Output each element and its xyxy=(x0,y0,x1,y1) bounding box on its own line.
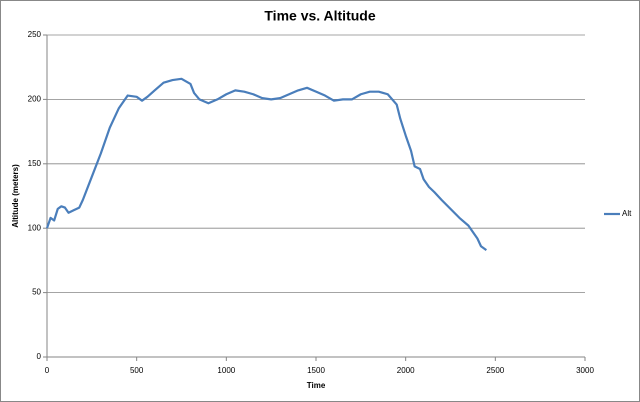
x-tick-label: 2000 xyxy=(397,366,415,375)
y-tick-label: 200 xyxy=(28,95,42,104)
x-tick-label: 2500 xyxy=(486,366,504,375)
y-tick-label: 100 xyxy=(28,223,42,232)
y-tick-label: 250 xyxy=(28,30,42,39)
x-tick-label: 0 xyxy=(45,366,50,375)
x-tick-label: 1500 xyxy=(307,366,325,375)
y-tick-label: 50 xyxy=(32,288,41,297)
y-axis-title: Altitude (meters) xyxy=(11,164,20,228)
x-tick-label: 500 xyxy=(130,366,144,375)
chart-title: Time vs. Altitude xyxy=(264,8,375,24)
line-series xyxy=(45,77,488,251)
x-axis-title: Time xyxy=(307,381,326,390)
y-tick-label: 0 xyxy=(37,352,42,361)
legend-label: Alt xyxy=(622,209,632,218)
x-tick-label: 1000 xyxy=(217,366,235,375)
y-tick-label: 150 xyxy=(28,159,42,168)
x-tick-label: 3000 xyxy=(576,366,594,375)
